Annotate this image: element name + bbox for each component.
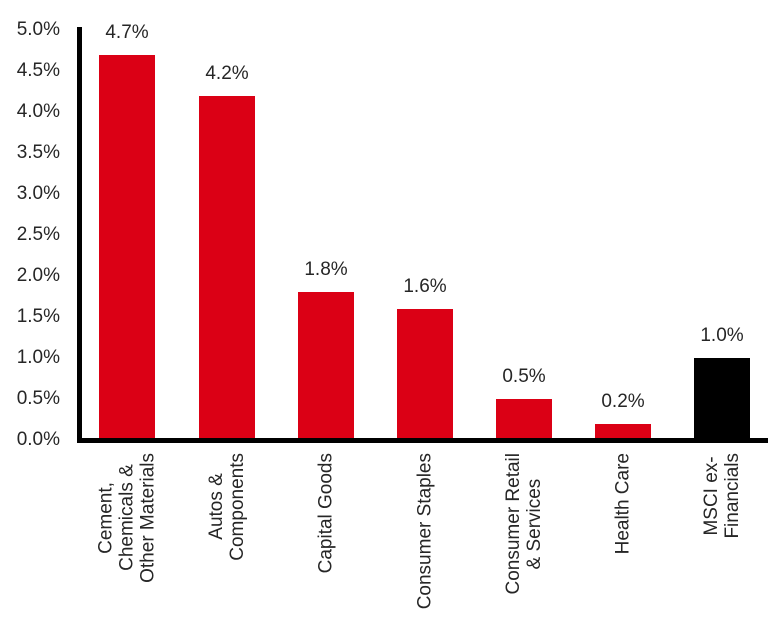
- value-label-cement-chemicals-other-materials: 4.7%: [105, 22, 149, 43]
- y-tick-label-3-5: 3.5%: [16, 142, 60, 163]
- value-label-msci-ex-financials: 1.0%: [700, 325, 744, 346]
- category-label-cement-chemicals-other-materials: Cement, Chemicals & Other Materials: [95, 453, 159, 583]
- y-tick-label-3-0: 3.0%: [16, 183, 60, 204]
- y-tick-label-1-0: 1.0%: [16, 347, 60, 368]
- category-label-capital-goods: Capital Goods: [315, 453, 337, 574]
- bar-cement-chemicals-other-materials: [99, 55, 155, 440]
- value-label-health-care: 0.2%: [601, 391, 645, 412]
- y-tick-label-2-0: 2.0%: [16, 265, 60, 286]
- y-tick-label-0-0: 0.0%: [16, 429, 60, 450]
- y-tick-label-2-5: 2.5%: [16, 224, 60, 245]
- bar-capital-goods: [298, 292, 354, 440]
- category-label-consumer-retail-services: Consumer Retail & Services: [503, 453, 545, 595]
- value-label-autos-components: 4.2%: [205, 63, 249, 84]
- bar-autos-components: [199, 96, 255, 440]
- bar-msci-ex-financials: [694, 358, 750, 440]
- category-label-autos-components: Autos & Components: [206, 453, 248, 561]
- value-label-consumer-staples: 1.6%: [403, 276, 447, 297]
- y-tick-label-4-5: 4.5%: [16, 60, 60, 81]
- category-label-msci-ex-financials: MSCI ex- Financials: [701, 453, 743, 539]
- bar-consumer-retail-services: [496, 399, 552, 440]
- value-label-capital-goods: 1.8%: [304, 259, 348, 280]
- bar-consumer-staples: [397, 309, 453, 440]
- y-axis-line: [77, 27, 82, 443]
- bar-health-care: [595, 424, 651, 440]
- value-label-consumer-retail-services: 0.5%: [502, 366, 546, 387]
- category-label-consumer-staples: Consumer Staples: [414, 453, 436, 610]
- y-tick-label-4-0: 4.0%: [16, 101, 60, 122]
- y-tick-label-5-0: 5.0%: [16, 19, 60, 40]
- y-tick-label-0-5: 0.5%: [16, 388, 60, 409]
- x-axis-line: [77, 438, 768, 443]
- y-tick-label-1-5: 1.5%: [16, 306, 60, 327]
- category-label-health-care: Health Care: [612, 453, 634, 555]
